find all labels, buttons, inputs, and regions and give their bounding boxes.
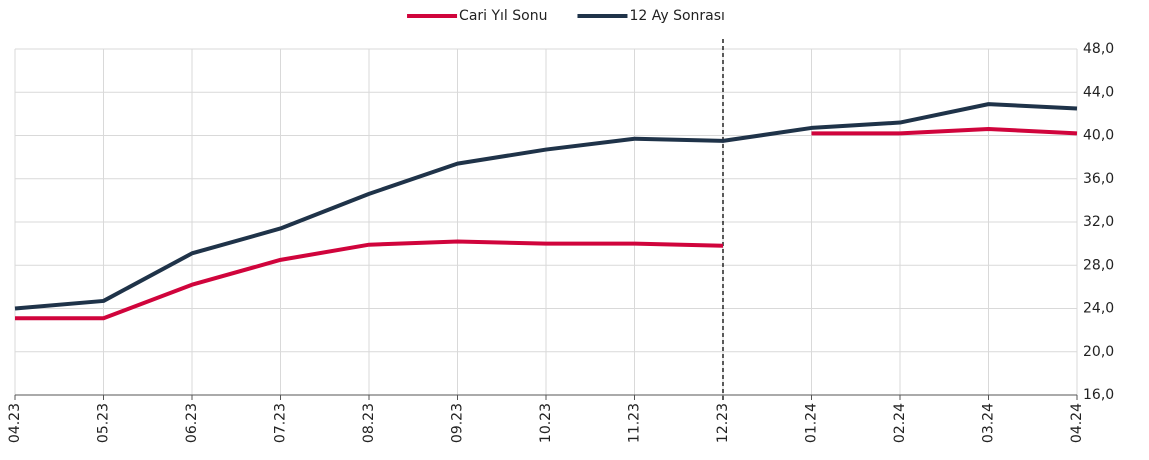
y-tick-label: 16,0 [1083, 387, 1114, 403]
x-tick-label: 11.23 [627, 403, 643, 443]
x-tick-label: 01.24 [804, 403, 820, 443]
x-tick-label: 12.23 [715, 403, 731, 443]
x-tick-label: 03.24 [981, 403, 997, 443]
x-tick-label: 09.23 [450, 403, 466, 443]
x-tick-label: 06.23 [184, 403, 200, 443]
x-tick-label: 05.23 [96, 403, 112, 443]
y-tick-label: 36,0 [1083, 171, 1114, 187]
legend: Cari Yıl Sonu 12 Ay Sonrası [407, 8, 725, 24]
x-tick-label: 04.23 [7, 403, 23, 443]
y-tick-label: 32,0 [1083, 214, 1114, 230]
x-tick-label: 07.23 [273, 403, 289, 443]
y-tick-label: 28,0 [1083, 257, 1114, 273]
series-line [14, 102, 1078, 311]
legend-label: Cari Yıl Sonu [459, 8, 547, 24]
y-tick-label: 48,0 [1083, 41, 1114, 57]
x-tick-label: 04.24 [1069, 403, 1085, 443]
series-line [811, 127, 1078, 136]
x-tick-label: 02.24 [892, 403, 908, 443]
x-tick-label: 08.23 [361, 403, 377, 443]
y-tick-label: 44,0 [1083, 84, 1114, 100]
legend-label: 12 Ay Sonrası [629, 8, 724, 24]
x-tick-label: 10.23 [538, 403, 554, 443]
y-tick-label: 40,0 [1083, 128, 1114, 144]
y-tick-label: 24,0 [1083, 301, 1114, 317]
series-line [15, 239, 724, 321]
y-tick-label: 20,0 [1083, 344, 1114, 360]
